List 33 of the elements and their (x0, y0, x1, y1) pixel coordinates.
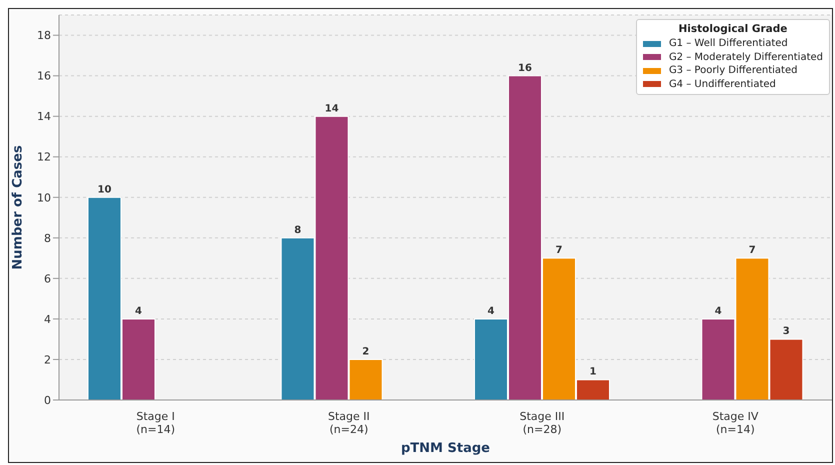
y-tick-label: 8 (44, 232, 51, 245)
data-label: 2 (362, 346, 370, 358)
legend-title: Histological Grade (678, 23, 788, 35)
legend-label: G2 – Moderately Differentiated (668, 52, 823, 63)
legend-label: G3 – Poorly Differentiated (668, 65, 798, 76)
data-label: 8 (294, 224, 302, 236)
y-tick-label: 14 (37, 110, 51, 124)
data-label: 10 (98, 184, 112, 196)
data-label: 14 (324, 103, 339, 114)
y-tick-label: 4 (44, 312, 51, 326)
y-tick-label: 2 (44, 353, 51, 366)
data-label: 16 (518, 62, 532, 74)
y-tick-label: 16 (37, 70, 51, 83)
x-axis-title: pTNM Stage (401, 441, 490, 456)
x-tick-label: Stage I (n=14) (136, 410, 176, 436)
data-label: 4 (488, 306, 495, 317)
data-label: 4 (714, 306, 722, 317)
y-tick-label: 6 (44, 272, 51, 286)
y-tick-label: 10 (37, 191, 51, 204)
legend-label: G4 – Undifferentiated (668, 78, 776, 90)
data-label: 7 (556, 245, 563, 256)
data-label: 4 (135, 306, 142, 317)
x-tick-label: Stage III (n=28) (520, 410, 565, 436)
data-label: 1 (590, 366, 597, 378)
y-axis-title: Number of Cases (10, 145, 26, 270)
y-tick-label: 0 (44, 394, 51, 407)
data-label: 3 (782, 326, 790, 338)
x-tick-label: Stage IV (n=14) (712, 410, 759, 436)
y-tick-label: 18 (37, 29, 51, 42)
y-tick-label: 12 (37, 150, 51, 164)
legend-label: G1 – Well Differentiated (668, 38, 788, 50)
data-label: 7 (748, 245, 756, 256)
x-tick-label: Stage II (n=24) (328, 410, 370, 436)
